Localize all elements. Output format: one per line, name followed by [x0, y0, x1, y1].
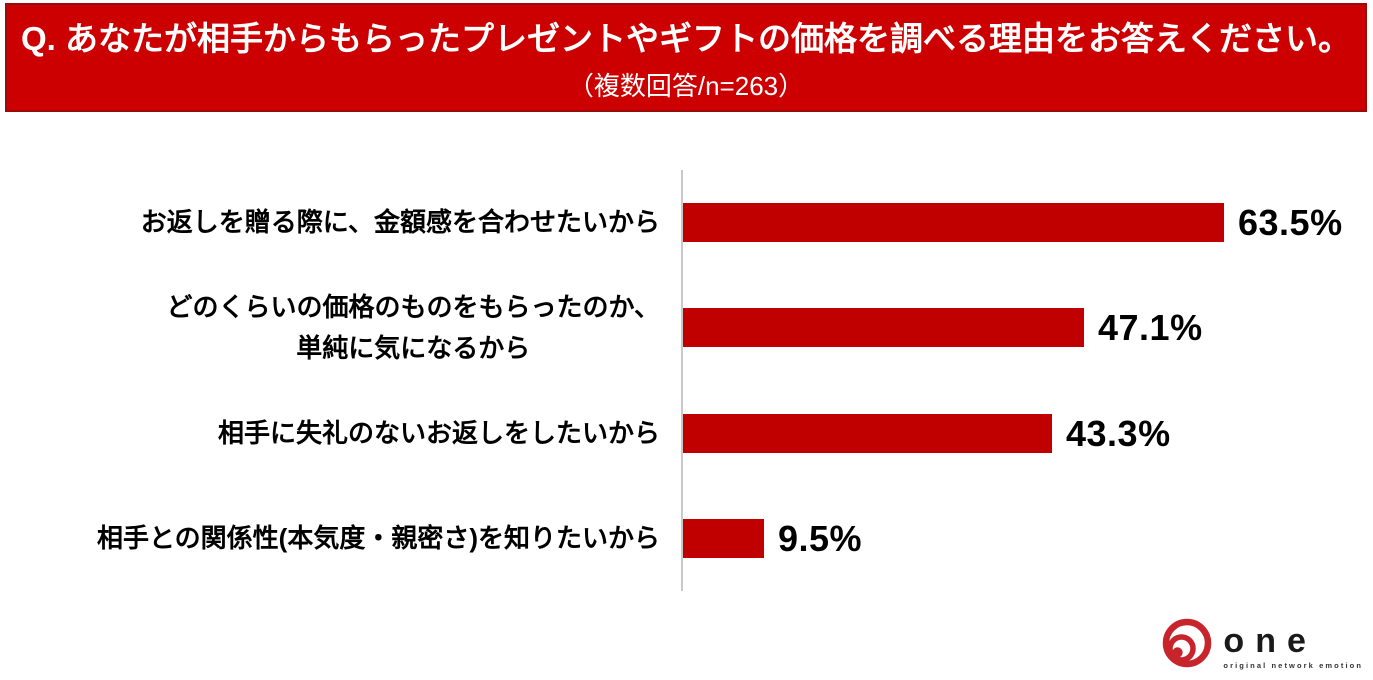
value-label: 47.1% — [1098, 306, 1203, 348]
category-axis-line — [681, 170, 683, 591]
chart-row: 相手に失礼のないお返しをしたいから 43.3% — [0, 381, 1373, 486]
company-logo: one original network emotion — [1161, 618, 1363, 675]
bar-segment — [683, 519, 764, 558]
category-label: どのくらいの価格のものをもらったのか、 単純に気になるから — [166, 292, 660, 363]
category-label: 相手に失礼のないお返しをしたいから — [217, 418, 660, 449]
chart-row: どのくらいの価格のものをもらったのか、 単純に気になるから 47.1% — [0, 275, 1373, 380]
question-subtitle: （複数回答/n=263） — [567, 71, 805, 101]
spiral-circles-icon — [1161, 618, 1213, 675]
value-label: 63.5% — [1238, 201, 1343, 243]
chart-row: お返しを贈る際に、金額感を合わせたいから 63.5% — [0, 170, 1373, 275]
value-label: 9.5% — [778, 517, 863, 559]
logo-wordmark: one — [1223, 621, 1317, 660]
category-label: お返しを贈る際に、金額感を合わせたいから — [140, 207, 660, 238]
value-label: 43.3% — [1066, 412, 1171, 454]
bar-segment — [683, 414, 1052, 453]
category-label: 相手との関係性(本気度・親密さ)を知りたいから — [96, 523, 660, 554]
question-banner: Q. あなたが相手からもらったプレゼントやギフトの価格を調べる理由をお答えくださ… — [5, 3, 1367, 112]
bar-segment — [683, 203, 1224, 242]
bar-segment — [683, 308, 1084, 347]
chart-row: 相手との関係性(本気度・親密さ)を知りたいから 9.5% — [0, 486, 1373, 591]
logo-tagline: original network emotion — [1223, 660, 1363, 670]
question-title: Q. あなたが相手からもらったプレゼントやギフトの価格を調べる理由をお答えくださ… — [20, 20, 1351, 57]
